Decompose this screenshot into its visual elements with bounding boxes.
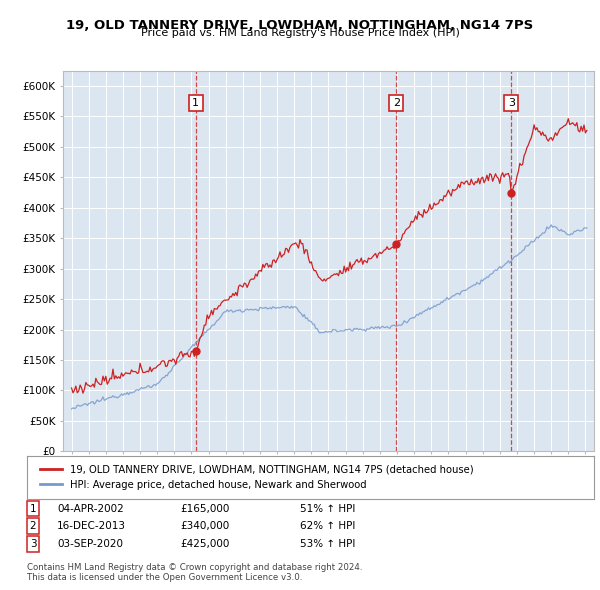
Text: 04-APR-2002: 04-APR-2002 xyxy=(57,504,124,513)
Text: £165,000: £165,000 xyxy=(180,504,229,513)
Text: 3: 3 xyxy=(508,98,515,108)
Text: £340,000: £340,000 xyxy=(180,522,229,531)
Text: Contains HM Land Registry data © Crown copyright and database right 2024.: Contains HM Land Registry data © Crown c… xyxy=(27,563,362,572)
Text: 16-DEC-2013: 16-DEC-2013 xyxy=(57,522,126,531)
Text: 1: 1 xyxy=(192,98,199,108)
Text: This data is licensed under the Open Government Licence v3.0.: This data is licensed under the Open Gov… xyxy=(27,572,302,582)
Legend: 19, OLD TANNERY DRIVE, LOWDHAM, NOTTINGHAM, NG14 7PS (detached house), HPI: Aver: 19, OLD TANNERY DRIVE, LOWDHAM, NOTTINGH… xyxy=(35,460,478,495)
Text: 3: 3 xyxy=(29,539,37,549)
Text: 2: 2 xyxy=(29,522,37,531)
Text: 51% ↑ HPI: 51% ↑ HPI xyxy=(300,504,355,513)
Text: 19, OLD TANNERY DRIVE, LOWDHAM, NOTTINGHAM, NG14 7PS: 19, OLD TANNERY DRIVE, LOWDHAM, NOTTINGH… xyxy=(67,19,533,32)
Text: Price paid vs. HM Land Registry's House Price Index (HPI): Price paid vs. HM Land Registry's House … xyxy=(140,28,460,38)
Text: 2: 2 xyxy=(393,98,400,108)
Text: 03-SEP-2020: 03-SEP-2020 xyxy=(57,539,123,549)
Text: £425,000: £425,000 xyxy=(180,539,229,549)
Text: 53% ↑ HPI: 53% ↑ HPI xyxy=(300,539,355,549)
Text: 1: 1 xyxy=(29,504,37,513)
Text: 62% ↑ HPI: 62% ↑ HPI xyxy=(300,522,355,531)
